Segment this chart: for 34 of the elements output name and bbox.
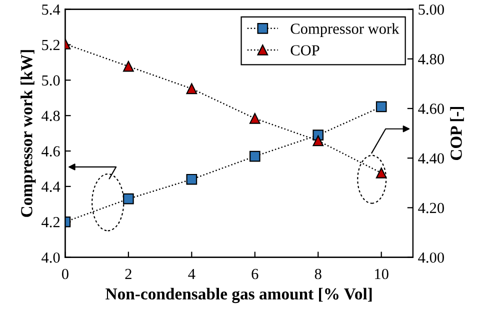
y2-tick-label: 5.00 bbox=[418, 4, 444, 15]
y-axis-title: Compressor work [kW] bbox=[20, 50, 36, 217]
y2-tick-label: 4.40 bbox=[418, 153, 444, 164]
y-tick-label: 5.2 bbox=[42, 40, 60, 50]
y2-tick-label: 4.20 bbox=[418, 202, 444, 214]
legend-label: Compressor work bbox=[290, 23, 400, 37]
y2-tick-label: 4.60 bbox=[418, 104, 444, 114]
legend-label: COP bbox=[290, 45, 320, 56]
x-tick-label: 10 bbox=[375, 268, 388, 280]
x-tick-label: 6 bbox=[252, 268, 258, 280]
point bbox=[376, 101, 387, 112]
y-tick-label: 5.0 bbox=[42, 75, 60, 86]
point bbox=[249, 150, 260, 162]
y-tick-label: 4.8 bbox=[42, 110, 60, 122]
y2-tick-label: 4.00 bbox=[418, 252, 444, 263]
y-tick-label: 5.4 bbox=[42, 4, 60, 15]
y-tick-label: 4.2 bbox=[42, 217, 60, 228]
y-tick-label: 4.0 bbox=[42, 252, 60, 263]
point bbox=[123, 193, 134, 204]
y2-tick-label: 4.80 bbox=[418, 54, 444, 64]
point bbox=[186, 174, 198, 185]
point bbox=[249, 113, 260, 124]
x-tick-label: 2 bbox=[125, 268, 132, 280]
point bbox=[123, 60, 134, 72]
x-tick-label: 4 bbox=[188, 268, 196, 280]
x-tick-label: 0 bbox=[62, 268, 68, 280]
point bbox=[376, 168, 387, 178]
point bbox=[186, 83, 198, 94]
y-tick-label: 4.6 bbox=[42, 146, 60, 157]
x-tick-label: 8 bbox=[314, 268, 322, 280]
y-tick-label: 4.4 bbox=[42, 182, 60, 192]
x-axis-title: Non-condensable gas amount [% Vol] bbox=[106, 288, 372, 304]
y2-axis-title: COP [-] bbox=[450, 106, 464, 160]
point bbox=[312, 135, 324, 146]
